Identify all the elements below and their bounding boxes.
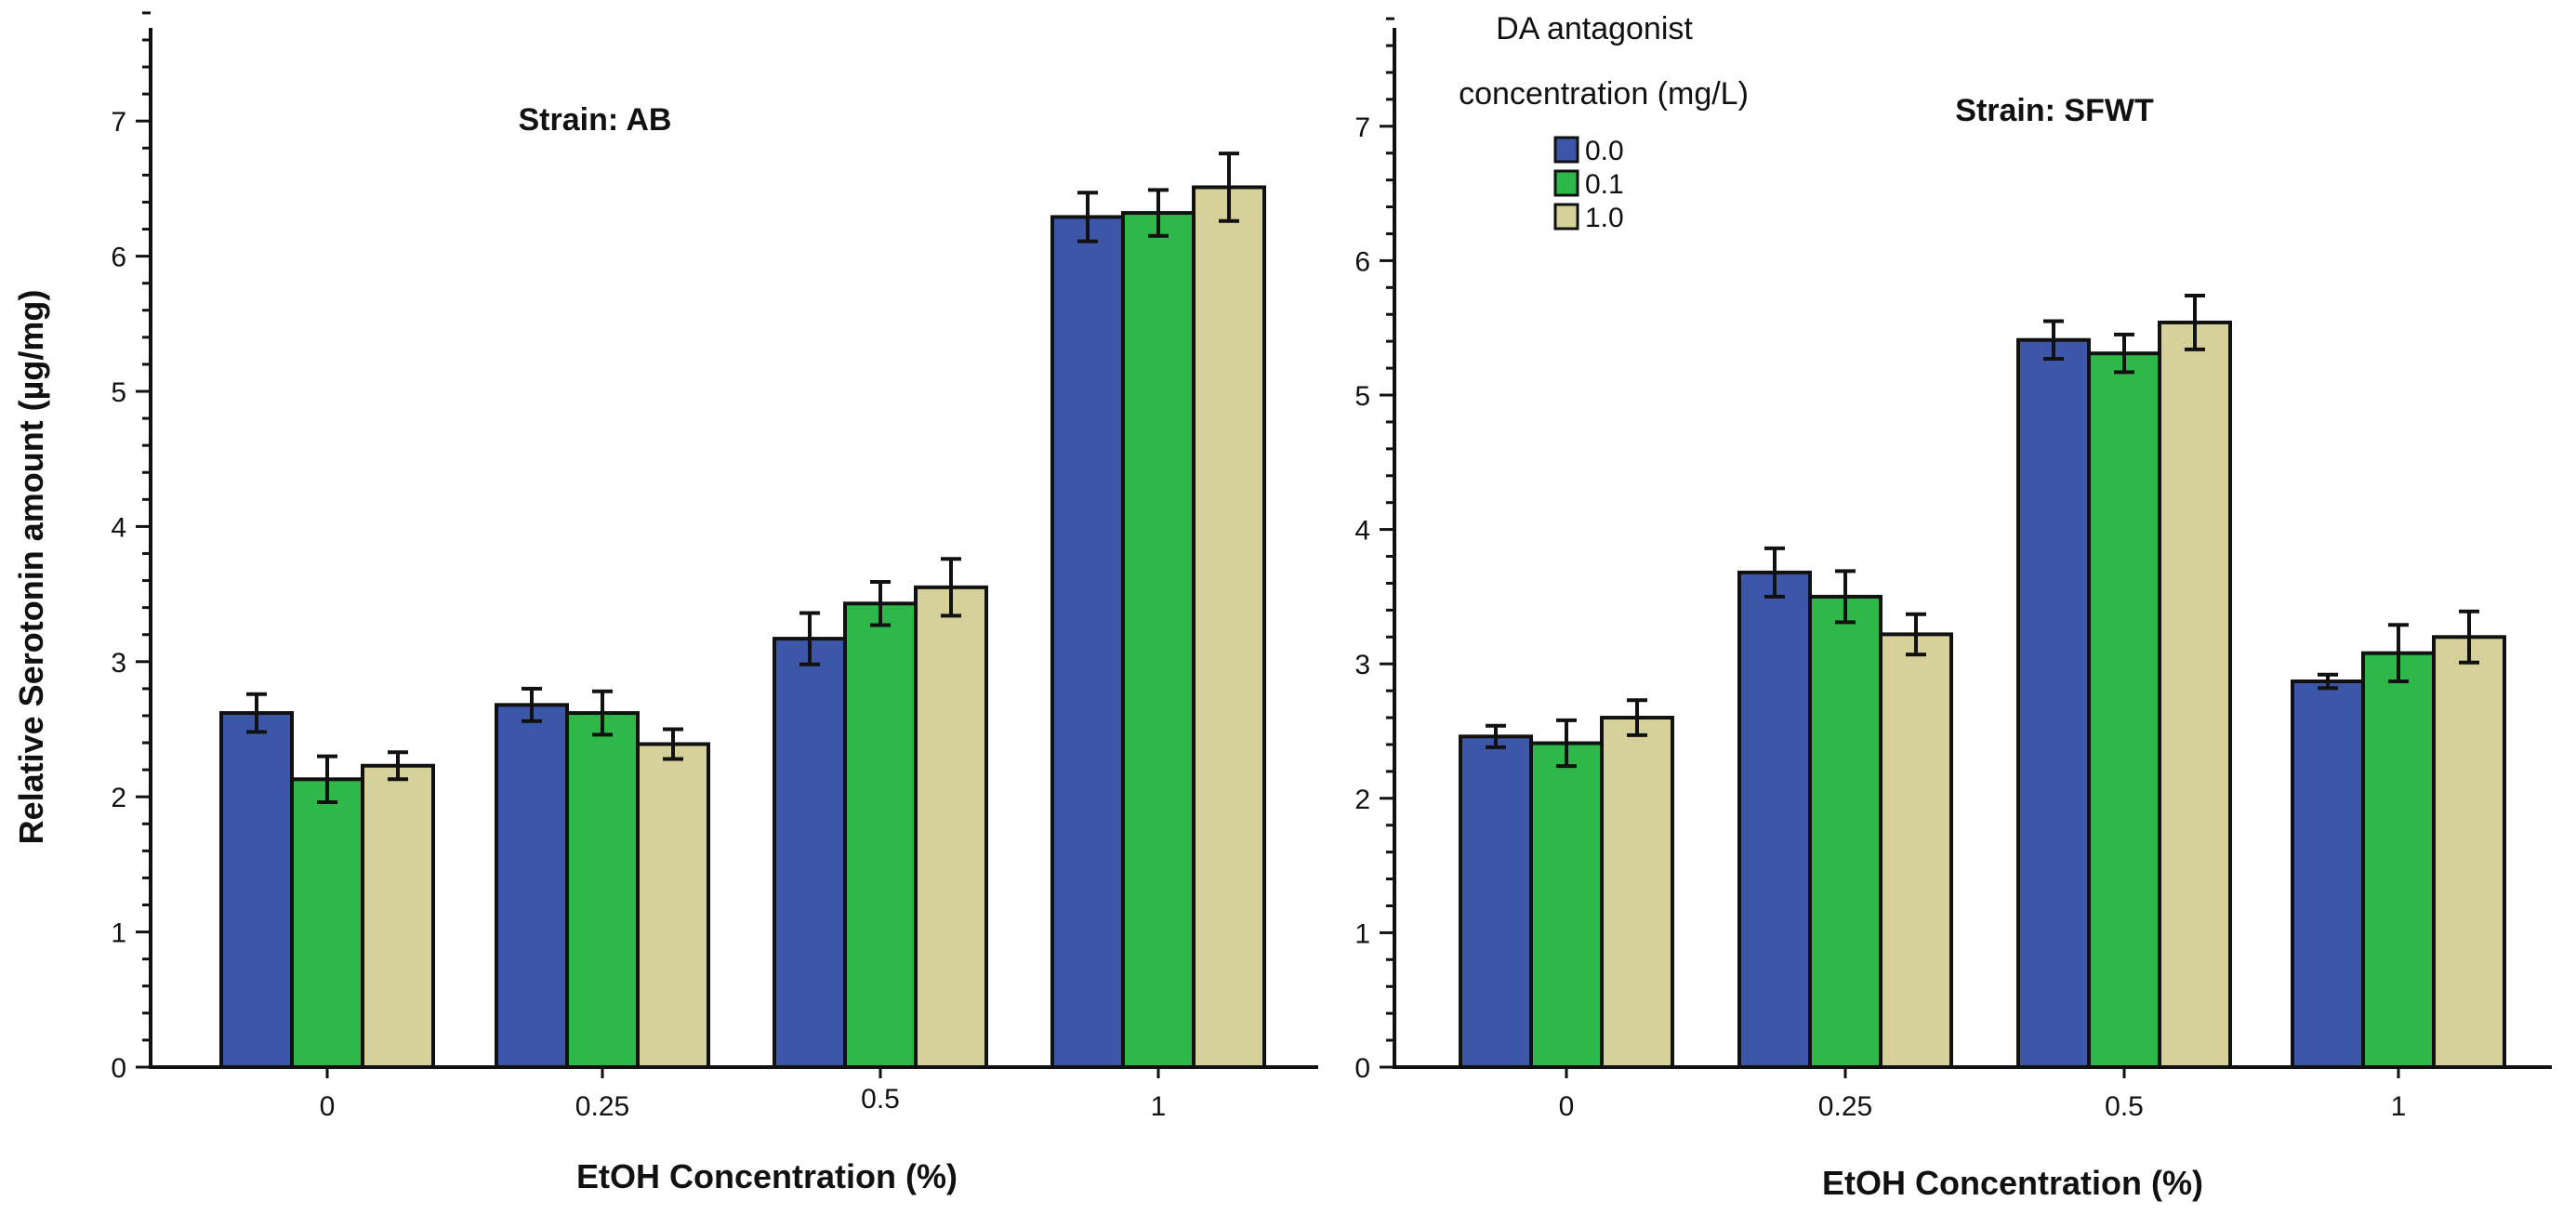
panel-sfwt: 0 1 2 3 4 5 6 7 0 0.25 0.5 1 Strain: SFWT EtOH Con…	[1354, 11, 2552, 1202]
bar	[1121, 211, 1196, 1069]
legend-swatch	[1553, 203, 1579, 231]
panel-sfwt-bars	[1459, 293, 2506, 1070]
y-tick-label: 0	[1354, 1053, 1370, 1084]
y-tick-label: 2	[1354, 785, 1370, 815]
panel-ab-y-ticks: 0 1 2 3 4 5 6 7	[111, 11, 151, 1084]
legend-label: 0.1	[1585, 169, 1624, 200]
x-tick-label: 0	[1559, 1091, 1575, 1122]
legend-swatch	[1553, 136, 1579, 164]
y-tick-label: 1	[111, 918, 126, 949]
bar	[1050, 215, 1125, 1069]
x-tick-label: 0.25	[1818, 1091, 1872, 1122]
bar	[1459, 734, 1533, 1069]
legend-label: 1.0	[1585, 203, 1624, 233]
bar	[1192, 185, 1266, 1070]
x-tick-label: 0.5	[2105, 1091, 2144, 1122]
bar	[2016, 337, 2091, 1069]
y-tick-label: 7	[111, 107, 126, 138]
x-tick-label: 0	[320, 1091, 336, 1122]
panel-ab-bars	[219, 152, 1266, 1070]
bar	[1529, 741, 1604, 1069]
y-tick-label: 5	[1354, 381, 1370, 412]
bar	[843, 601, 918, 1069]
y-tick-label: 2	[111, 783, 126, 813]
legend-title-line1: DA antagonist	[1496, 11, 1693, 46]
legend-title-line2: concentration (mg/L)	[1459, 76, 1749, 112]
bar	[2158, 320, 2232, 1069]
bar	[495, 703, 569, 1069]
legend-swatch	[1553, 169, 1579, 197]
bar	[2291, 679, 2365, 1069]
panel-sfwt-y-ticks: 0 1 2 3 4 5 6 7	[1354, 17, 1394, 1084]
bar	[636, 742, 710, 1070]
bar	[1808, 594, 1882, 1070]
bar	[361, 763, 435, 1069]
y-tick-label: 6	[1354, 246, 1370, 277]
panel-ab-x-axis-title: EtOH Concentration (%)	[576, 1157, 958, 1195]
panel-sfwt-x-axis-title: EtOH Concentration (%)	[1822, 1164, 2203, 1202]
panel-ab-x-ticks: 0 0.25 0.5 1	[320, 1067, 1167, 1122]
bar	[290, 777, 364, 1069]
y-tick-label: 3	[1354, 650, 1370, 680]
bar	[219, 711, 294, 1069]
y-tick-label: 4	[1354, 516, 1370, 547]
y-tick-label: 5	[111, 377, 126, 408]
bar	[2087, 351, 2161, 1069]
y-tick-label: 0	[111, 1053, 126, 1084]
y-tick-label: 4	[111, 512, 126, 543]
x-tick-label: 1	[1151, 1091, 1167, 1122]
panel-sfwt-title: Strain: SFWT	[1955, 93, 2154, 128]
bar	[2432, 635, 2506, 1070]
y-tick-label: 6	[111, 243, 126, 273]
bar	[914, 585, 988, 1069]
bar	[2361, 651, 2436, 1070]
legend-items: 0.00.11.0	[1553, 136, 1624, 233]
bar	[1600, 716, 1674, 1069]
bar	[1737, 570, 1812, 1069]
y-axis-title: Relative Serotonin amount (µg/mg)	[12, 290, 50, 845]
bar	[773, 637, 847, 1069]
x-tick-label: 0.25	[575, 1091, 629, 1122]
y-tick-label: 3	[111, 648, 126, 679]
x-tick-label: 0.5	[861, 1084, 900, 1115]
x-tick-label: 1	[2391, 1091, 2407, 1122]
bar	[565, 711, 640, 1069]
panel-ab-title: Strain: AB	[519, 102, 672, 138]
panel-sfwt-x-ticks: 0 0.25 0.5 1	[1559, 1067, 2407, 1122]
panel-ab: 0 1 2 3 4 5 6 7 0 0.25 0.5 1 Strain: AB EtOH Conce…	[111, 11, 1318, 1195]
legend-label: 0.0	[1585, 136, 1624, 166]
y-tick-label: 7	[1354, 112, 1370, 143]
bar	[1879, 632, 1953, 1069]
y-tick-label: 1	[1354, 918, 1370, 949]
legend: DA antagonist concentration (mg/L) 0.00.…	[1459, 11, 1749, 233]
